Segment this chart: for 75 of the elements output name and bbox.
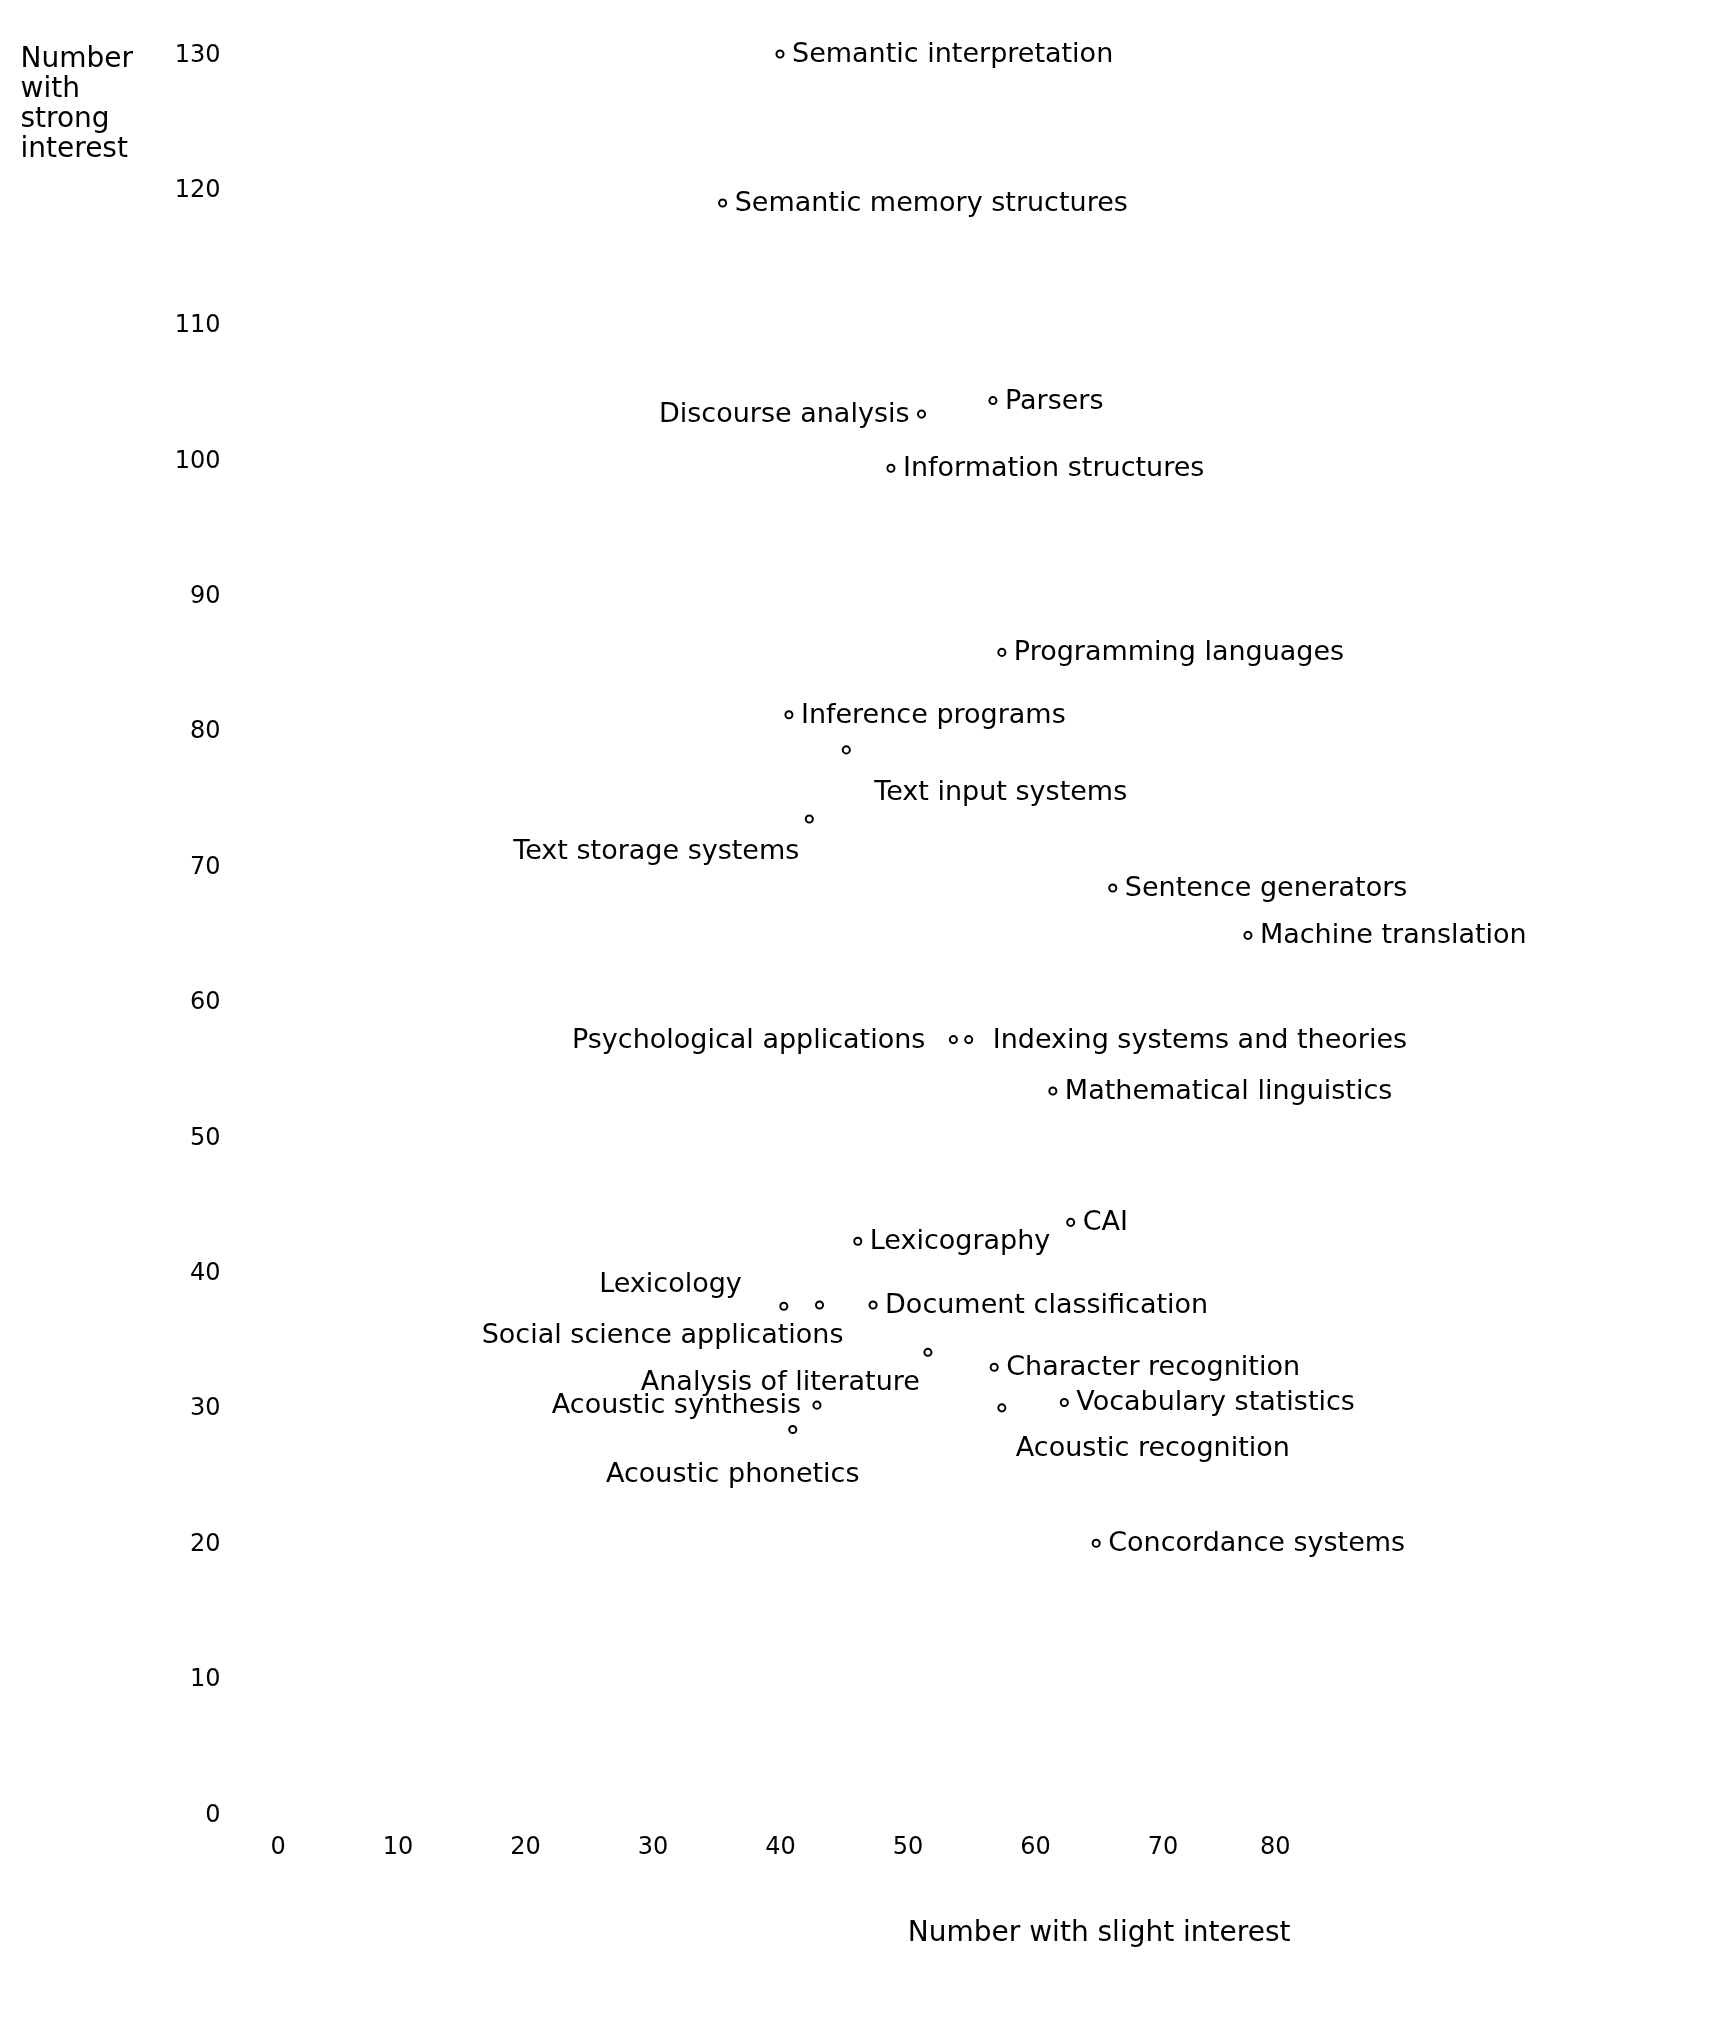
point bbox=[1048, 1086, 1058, 1096]
x-tick-label: 60 bbox=[1020, 1831, 1051, 1860]
point bbox=[916, 409, 927, 419]
y-tick-label: 30 bbox=[189, 1393, 221, 1422]
annotation: CAI bbox=[1082, 1205, 1128, 1237]
point bbox=[718, 198, 728, 208]
annotation: Machine translation bbox=[1259, 918, 1527, 950]
annotation: Semantic memory structures bbox=[734, 185, 1128, 217]
point bbox=[923, 1347, 933, 1357]
annotation: Parsers bbox=[1004, 383, 1104, 415]
y-tick-label: 60 bbox=[189, 987, 221, 1016]
annotation: Information structures bbox=[902, 451, 1205, 483]
point bbox=[1243, 930, 1253, 940]
x-tick-label: 80 bbox=[1259, 1831, 1291, 1860]
annotation: Indexing systems and theories bbox=[992, 1022, 1408, 1054]
annotation: Text storage systems bbox=[512, 833, 800, 865]
y-tick-label: 80 bbox=[189, 716, 221, 745]
point bbox=[1066, 1217, 1076, 1227]
point bbox=[989, 1362, 999, 1372]
y-tick-label: 110 bbox=[174, 310, 221, 339]
point bbox=[1059, 1397, 1069, 1407]
point bbox=[814, 1300, 825, 1310]
x-tick-label: 40 bbox=[765, 1831, 796, 1860]
y-tick-label: 130 bbox=[174, 39, 221, 68]
annotation: Vocabulary statistics bbox=[1076, 1385, 1355, 1417]
x-tick-label: 20 bbox=[510, 1831, 541, 1860]
y-tick-label: 40 bbox=[189, 1257, 221, 1286]
point bbox=[784, 710, 794, 720]
y-tick-label: 50 bbox=[189, 1122, 221, 1151]
x-tick-label: 10 bbox=[382, 1831, 414, 1860]
point bbox=[812, 1400, 822, 1410]
point bbox=[779, 1301, 789, 1311]
y-tick-label: 90 bbox=[189, 581, 221, 610]
y-tick-label: 20 bbox=[189, 1528, 221, 1557]
x-axis-title: Number with slight interest bbox=[907, 1914, 1291, 1948]
point bbox=[788, 1424, 798, 1435]
annotation: Discourse analysis bbox=[659, 397, 910, 429]
annotation: Sentence generators bbox=[1124, 870, 1408, 902]
point bbox=[841, 745, 851, 755]
annotation: Mathematical linguistics bbox=[1064, 1074, 1393, 1106]
annotation: Concordance systems bbox=[1108, 1526, 1406, 1558]
y-tick-label: 70 bbox=[189, 851, 221, 880]
point bbox=[775, 49, 785, 59]
point bbox=[1091, 1538, 1101, 1548]
x-tick-label: 50 bbox=[892, 1831, 924, 1860]
annotation: Acoustic phonetics bbox=[605, 1456, 860, 1488]
point bbox=[804, 814, 814, 824]
x-tick-label: 0 bbox=[270, 1831, 286, 1860]
point bbox=[964, 1035, 974, 1045]
y-tick-label: 100 bbox=[174, 445, 221, 474]
point bbox=[853, 1236, 863, 1246]
annotation: Programming languages bbox=[1013, 635, 1345, 667]
annotation: Lexicology bbox=[599, 1267, 742, 1299]
x-tick-label: 70 bbox=[1147, 1831, 1179, 1860]
annotation: Lexicography bbox=[869, 1224, 1051, 1256]
point bbox=[988, 396, 998, 406]
point bbox=[997, 647, 1007, 657]
y-tick-label: 0 bbox=[205, 1799, 221, 1828]
annotation: Semantic interpretation bbox=[792, 37, 1114, 68]
annotation: Document classification bbox=[885, 1287, 1209, 1319]
point bbox=[886, 463, 896, 473]
y-tick-label: 10 bbox=[189, 1664, 221, 1693]
annotation: Inference programs bbox=[800, 697, 1066, 729]
x-tick-label: 30 bbox=[637, 1831, 669, 1860]
point bbox=[1108, 883, 1118, 893]
point bbox=[997, 1403, 1007, 1413]
annotation: Psychological applications bbox=[571, 1022, 926, 1054]
y-tick-label: 120 bbox=[174, 174, 221, 203]
annotation: Social science applications bbox=[481, 1317, 844, 1349]
point bbox=[948, 1035, 958, 1045]
annotation: Text input systems bbox=[873, 774, 1128, 806]
annotation: Character recognition bbox=[1006, 1350, 1301, 1382]
annotation: Acoustic recognition bbox=[1015, 1430, 1290, 1462]
y-axis-title: Number with strong interest bbox=[20, 40, 134, 164]
point bbox=[868, 1300, 878, 1310]
